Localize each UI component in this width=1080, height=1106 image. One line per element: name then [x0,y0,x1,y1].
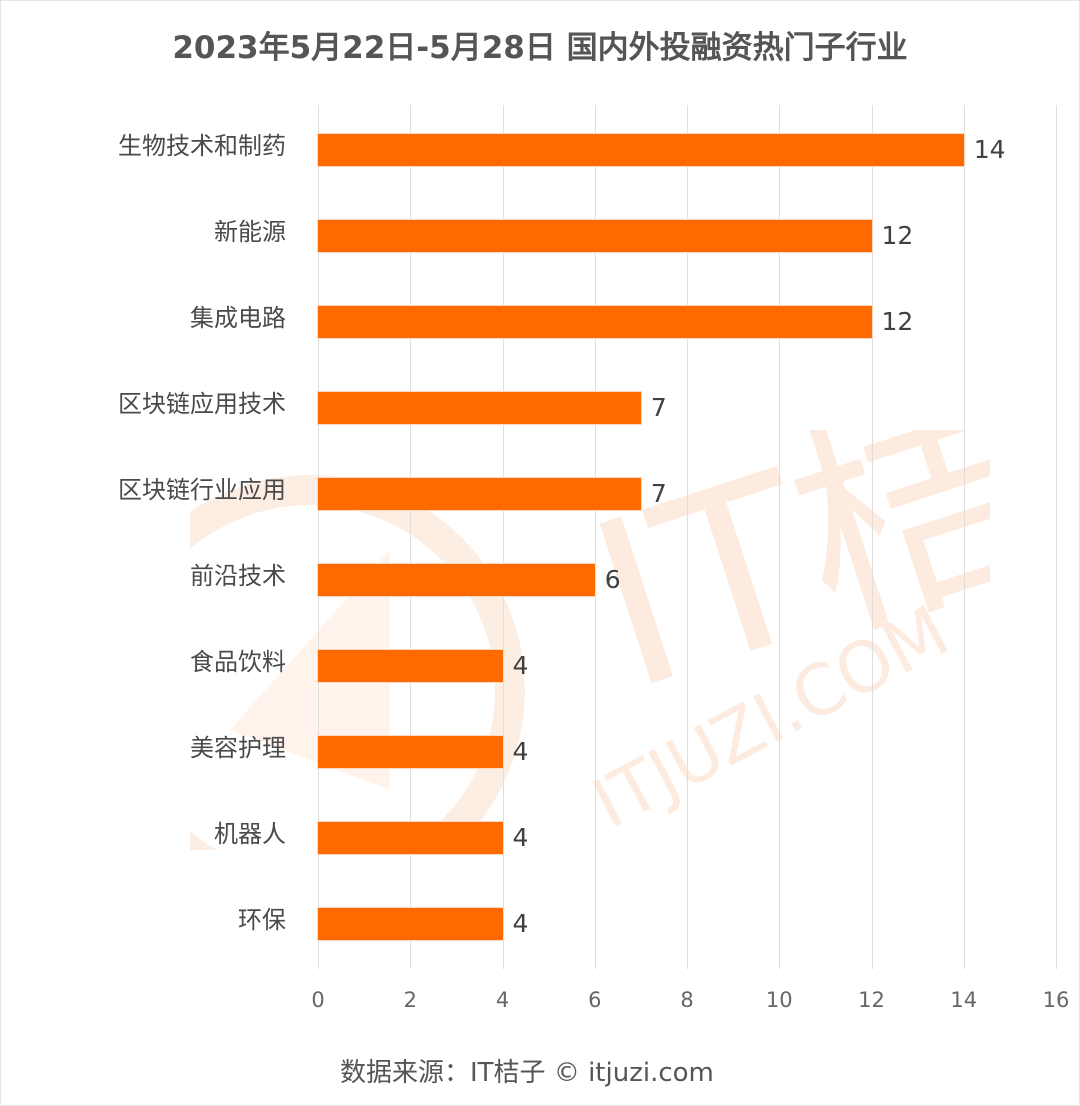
x-tick-label: 0 [311,988,325,1012]
bar [318,478,641,510]
x-tick-label: 14 [950,988,978,1012]
gridline [410,105,412,969]
category-label: 新能源 [214,218,286,246]
bar [318,220,872,252]
x-tick-label: 10 [765,988,793,1012]
bar [318,564,595,596]
gridline [963,105,965,969]
bar [318,736,503,768]
category-label: 生物技术和制药 [118,132,286,160]
data-source-note: 数据来源：IT桔子 © itjuzi.com [340,1058,714,1088]
gridline [594,105,596,969]
chart-title: 2023年5月22日-5月28日 国内外投融资热门子行业 [172,30,908,66]
bar-value-label: 4 [512,823,529,852]
category-label: 集成电路 [190,304,286,332]
bar [318,908,503,940]
x-tick-label: 2 [403,988,417,1012]
category-label: 环保 [238,906,286,934]
category-label: 前沿技术 [190,562,286,590]
x-tick-label: 4 [495,988,510,1012]
category-label: 区块链应用技术 [118,390,286,418]
gridline [502,105,504,969]
plot-area: 14 12 12 7 7 6 4 4 4 4 [318,105,1057,969]
x-tick-label: 12 [858,988,885,1012]
bar [318,650,503,682]
bar-value-label: 14 [973,135,1006,164]
bar-value-label: 6 [604,565,621,594]
bar-value-label: 4 [512,651,529,680]
bar-value-label: 7 [650,393,667,422]
gridline [871,105,873,969]
category-label: 机器人 [214,820,286,848]
category-label: 食品饮料 [190,648,286,676]
bar-value-label: 12 [881,221,914,250]
bar [318,134,964,166]
gridline [687,105,688,969]
bar [318,392,641,424]
x-tick-label: 16 [1042,988,1070,1012]
category-label: 区块链行业应用 [118,476,286,504]
bar [318,822,503,854]
x-tick-label: 6 [588,988,602,1012]
bar-value-label: 12 [881,307,914,336]
x-tick-label: 8 [680,988,694,1012]
gridline [1056,105,1057,969]
gridline [318,105,319,969]
category-label: 美容护理 [190,734,286,762]
bar-value-label: 4 [512,737,529,766]
bar-value-label: 4 [512,909,529,938]
bar-value-label: 7 [650,479,667,508]
gridline [779,105,781,969]
bar [318,306,872,338]
